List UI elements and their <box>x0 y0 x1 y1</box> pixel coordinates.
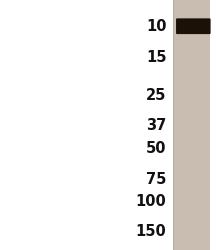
Text: 10: 10 <box>146 19 166 34</box>
FancyBboxPatch shape <box>176 18 211 34</box>
Text: 25: 25 <box>146 88 166 103</box>
Text: 37: 37 <box>146 118 166 133</box>
Text: 50: 50 <box>146 141 166 156</box>
Text: 150: 150 <box>136 224 166 239</box>
Text: 100: 100 <box>136 194 166 208</box>
Bar <box>173 0 210 250</box>
Text: 15: 15 <box>146 50 166 64</box>
Text: 75: 75 <box>146 172 166 187</box>
